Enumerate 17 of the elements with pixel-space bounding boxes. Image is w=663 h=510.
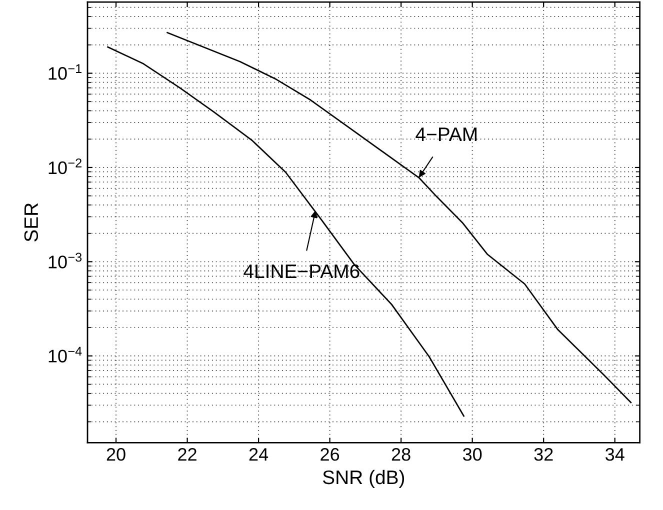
annotation: 4LINE−PAM6 [244, 264, 360, 278]
x-tick-label: 34 [606, 448, 624, 461]
x-tick-label: 20 [106, 448, 126, 461]
y-tick-label: 10$^{−4}$ [48, 346, 82, 362]
y-tick-label: 10$^{−3}$ [48, 252, 82, 268]
x-tick-label: 22 [178, 448, 196, 461]
line-series [166, 32, 632, 404]
x-axis-title: SNR (dB) [322, 470, 404, 488]
x-tick-label: 28 [392, 448, 410, 461]
x-tick-label: 30 [462, 448, 482, 461]
annotation: 4−PAM [416, 128, 476, 142]
x-tick-label: 26 [320, 448, 340, 461]
y-tick-label: 10$^{−2}$ [48, 158, 82, 174]
x-tick-label: 24 [249, 448, 268, 461]
y-tick-label: 10$^{−1}$ [48, 64, 82, 80]
y-axis-title: SER [24, 203, 38, 242]
x-tick-label: 32 [534, 448, 553, 461]
